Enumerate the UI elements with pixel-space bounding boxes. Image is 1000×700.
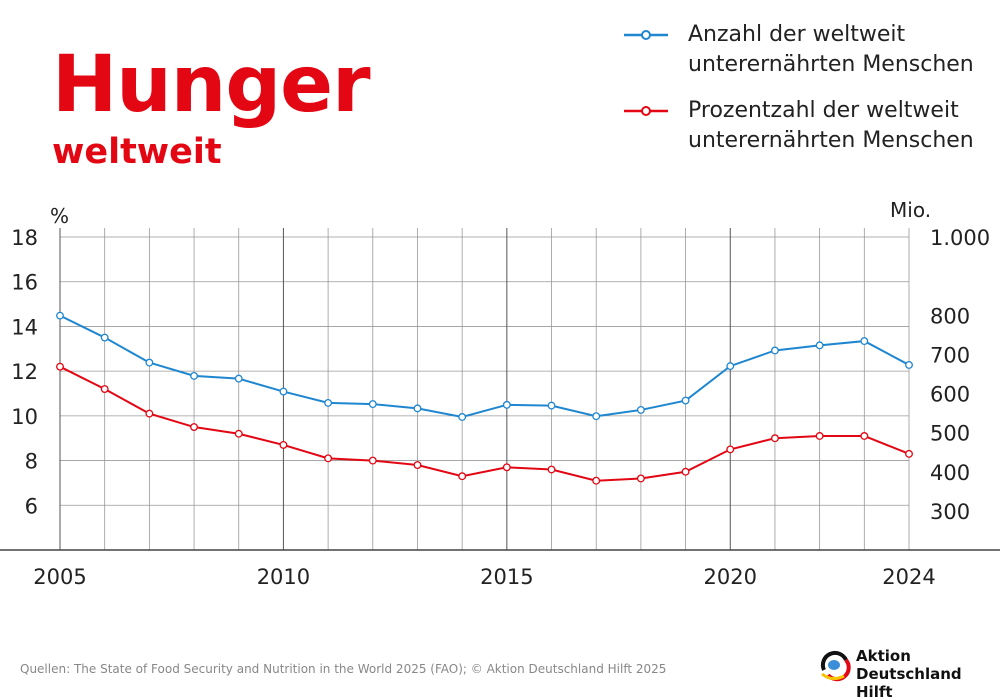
data-point — [592, 412, 601, 421]
data-point — [145, 409, 154, 418]
data-point — [636, 474, 645, 483]
data-point — [592, 476, 601, 485]
data-point — [324, 454, 333, 463]
page-subtitle: weltweit — [52, 132, 222, 172]
data-point — [502, 400, 511, 409]
logo-line-2: Deutschland Hilft — [856, 665, 962, 700]
y-left-tick-label: 10 — [11, 405, 38, 429]
data-point — [547, 401, 556, 410]
x-tick-label: 2020 — [704, 565, 757, 589]
y-left-tick-label: 8 — [25, 450, 38, 474]
y-left-tick-label: 16 — [11, 271, 38, 295]
data-point — [905, 360, 913, 369]
y-left-tick-label: 14 — [11, 315, 38, 339]
data-point — [458, 413, 467, 421]
y-right-tick-label: 800 — [930, 304, 970, 328]
line-chart: 6 8 10 12 14 16 18 300 400 500 600 700 800 1.000 2005 2… — [0, 198, 1000, 589]
legend-label: Anzahl der weltweit unterernährten Mensc… — [688, 22, 974, 77]
y-left-axis-label: % — [50, 204, 69, 228]
data-point — [547, 465, 556, 474]
legend-marker-blue-icon — [624, 30, 668, 40]
data-point — [56, 311, 64, 320]
data-point — [190, 423, 199, 431]
page-title: Hunger — [52, 40, 371, 130]
series-line-count — [59, 314, 910, 419]
y-right-tick-label: 300 — [930, 500, 970, 524]
data-point — [770, 434, 779, 443]
data-point — [368, 456, 377, 465]
data-point — [815, 432, 824, 440]
data-point — [190, 371, 199, 380]
data-point — [726, 445, 735, 454]
legend-label: Prozentzahl der weltweit unterernährten … — [688, 98, 974, 153]
y-right-tick-label: 500 — [930, 422, 970, 446]
x-tick-label: 2015 — [480, 565, 533, 589]
data-point — [279, 387, 288, 396]
data-point — [681, 467, 690, 476]
data-point — [279, 440, 288, 449]
x-tick-label: 2010 — [257, 565, 310, 589]
data-point — [368, 400, 377, 409]
data-point — [56, 362, 64, 371]
data-point — [413, 404, 422, 413]
y-left-tick-label: 18 — [11, 226, 38, 250]
data-point — [234, 429, 243, 438]
x-tick-label: 2005 — [33, 565, 86, 589]
y-left-tick-label: 12 — [11, 360, 38, 384]
y-right-tick-label: 400 — [930, 461, 970, 485]
data-point — [324, 398, 333, 407]
logo-text: Aktion Deutschland Hilft — [856, 647, 1000, 700]
x-tick-label: 2024 — [882, 565, 935, 589]
data-point — [860, 337, 869, 346]
data-point — [234, 374, 243, 383]
logo-line-1: Aktion — [856, 647, 911, 665]
y-right-axis-label: Mio. — [890, 198, 931, 222]
data-point — [770, 346, 779, 355]
data-point — [636, 405, 645, 414]
data-point — [726, 362, 735, 371]
data-point — [458, 472, 467, 481]
data-point — [100, 333, 109, 342]
y-left-tick-label: 6 — [25, 494, 38, 518]
source-note: Quellen: The State of Food Security and … — [20, 662, 667, 676]
data-point — [905, 449, 913, 458]
data-point — [413, 461, 422, 469]
data-point — [860, 432, 869, 440]
y-right-tick-label: 600 — [930, 383, 970, 407]
data-point — [502, 463, 511, 472]
legend-marker-red-icon — [624, 106, 668, 116]
y-right-tick-label: 700 — [930, 343, 970, 367]
data-point — [815, 341, 824, 350]
data-point — [100, 385, 109, 393]
series-line-percent — [59, 365, 910, 482]
data-point — [681, 396, 690, 405]
aktion-deutschland-hilft-logo-icon — [820, 650, 851, 682]
data-point — [145, 358, 154, 367]
y-right-tick-label: 1.000 — [930, 226, 990, 250]
